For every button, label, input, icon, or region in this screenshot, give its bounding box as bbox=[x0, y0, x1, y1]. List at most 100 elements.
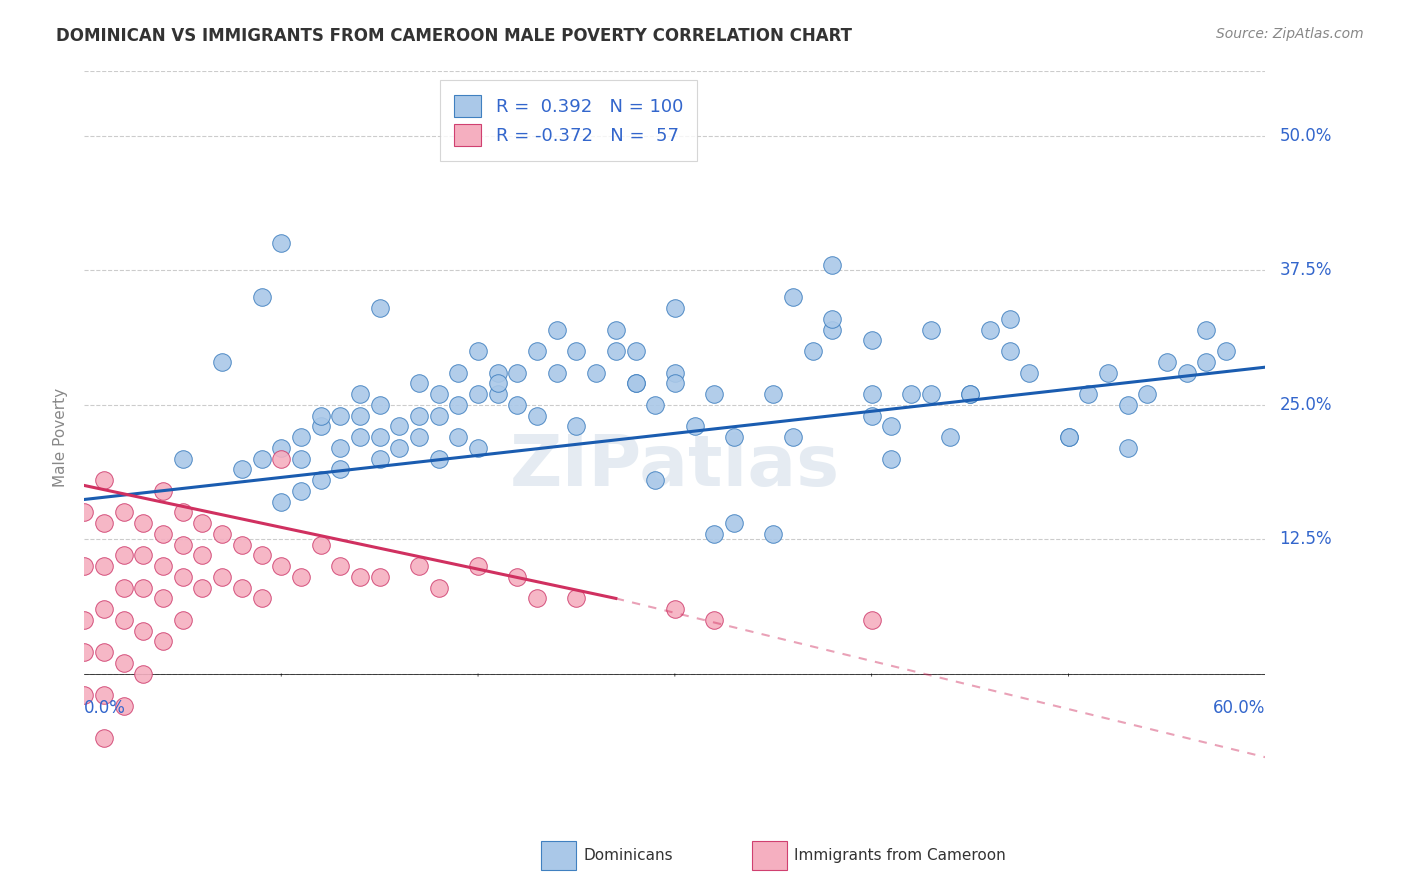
Point bbox=[526, 409, 548, 423]
Point bbox=[93, 645, 115, 659]
Point bbox=[1136, 387, 1159, 401]
Point bbox=[329, 409, 352, 423]
Point bbox=[624, 376, 647, 391]
Point bbox=[959, 387, 981, 401]
Point bbox=[132, 516, 155, 530]
Point bbox=[132, 581, 155, 595]
Point bbox=[427, 581, 450, 595]
Point bbox=[211, 527, 233, 541]
Point bbox=[979, 322, 1001, 336]
Point bbox=[231, 462, 253, 476]
Point bbox=[1057, 430, 1080, 444]
Point bbox=[152, 483, 174, 498]
Point bbox=[703, 387, 725, 401]
Text: Immigrants from Cameroon: Immigrants from Cameroon bbox=[794, 848, 1007, 863]
Point bbox=[467, 559, 489, 574]
Point bbox=[546, 366, 568, 380]
Point bbox=[73, 688, 96, 702]
Point bbox=[1215, 344, 1237, 359]
Point bbox=[172, 538, 194, 552]
Point bbox=[329, 559, 352, 574]
Point bbox=[860, 387, 883, 401]
Point bbox=[93, 516, 115, 530]
Point bbox=[860, 613, 883, 627]
Point bbox=[427, 409, 450, 423]
Point bbox=[388, 441, 411, 455]
Point bbox=[1057, 430, 1080, 444]
Point bbox=[329, 462, 352, 476]
Point bbox=[112, 549, 135, 563]
Point bbox=[939, 430, 962, 444]
Point bbox=[486, 376, 509, 391]
Point bbox=[112, 581, 135, 595]
Point bbox=[290, 483, 312, 498]
Point bbox=[782, 430, 804, 444]
Point bbox=[467, 387, 489, 401]
Text: 0.0%: 0.0% bbox=[84, 698, 127, 717]
Point bbox=[959, 387, 981, 401]
Point bbox=[408, 409, 430, 423]
Point bbox=[132, 549, 155, 563]
Y-axis label: Male Poverty: Male Poverty bbox=[53, 387, 69, 487]
Point bbox=[368, 570, 391, 584]
Point bbox=[250, 549, 273, 563]
Point bbox=[270, 236, 292, 251]
Point bbox=[900, 387, 922, 401]
Point bbox=[132, 666, 155, 681]
Point bbox=[93, 559, 115, 574]
Point bbox=[1156, 355, 1178, 369]
Text: 50.0%: 50.0% bbox=[1279, 127, 1331, 145]
Point bbox=[112, 613, 135, 627]
Point bbox=[290, 451, 312, 466]
Point bbox=[506, 398, 529, 412]
Point bbox=[368, 398, 391, 412]
Point bbox=[1116, 441, 1139, 455]
Point bbox=[427, 387, 450, 401]
Point bbox=[172, 613, 194, 627]
Point bbox=[605, 322, 627, 336]
Point bbox=[467, 441, 489, 455]
Point bbox=[723, 516, 745, 530]
Point bbox=[506, 366, 529, 380]
Point bbox=[73, 645, 96, 659]
Point bbox=[349, 570, 371, 584]
Text: DOMINICAN VS IMMIGRANTS FROM CAMEROON MALE POVERTY CORRELATION CHART: DOMINICAN VS IMMIGRANTS FROM CAMEROON MA… bbox=[56, 27, 852, 45]
Point bbox=[73, 505, 96, 519]
Point bbox=[526, 591, 548, 606]
Point bbox=[1195, 355, 1218, 369]
Point bbox=[486, 366, 509, 380]
Point bbox=[270, 494, 292, 508]
Point bbox=[447, 430, 470, 444]
Point bbox=[605, 344, 627, 359]
Point bbox=[920, 322, 942, 336]
Text: Dominicans: Dominicans bbox=[583, 848, 673, 863]
Point bbox=[644, 473, 666, 487]
Point bbox=[309, 538, 332, 552]
Point bbox=[211, 570, 233, 584]
Point bbox=[703, 613, 725, 627]
Point bbox=[427, 451, 450, 466]
Point bbox=[408, 376, 430, 391]
Point bbox=[880, 451, 903, 466]
Point bbox=[1097, 366, 1119, 380]
Point bbox=[880, 419, 903, 434]
Point bbox=[309, 409, 332, 423]
Point bbox=[270, 451, 292, 466]
Point bbox=[93, 602, 115, 616]
Point bbox=[506, 570, 529, 584]
Legend: R =  0.392   N = 100, R = -0.372   N =  57: R = 0.392 N = 100, R = -0.372 N = 57 bbox=[440, 80, 697, 161]
Point bbox=[191, 581, 214, 595]
Point bbox=[132, 624, 155, 638]
Point bbox=[172, 505, 194, 519]
Point bbox=[565, 344, 588, 359]
Point bbox=[231, 538, 253, 552]
Point bbox=[565, 591, 588, 606]
Point bbox=[860, 409, 883, 423]
Point bbox=[408, 559, 430, 574]
Point bbox=[447, 398, 470, 412]
Point bbox=[349, 409, 371, 423]
Point bbox=[112, 505, 135, 519]
Point bbox=[172, 451, 194, 466]
Point bbox=[585, 366, 607, 380]
Point bbox=[821, 258, 844, 272]
